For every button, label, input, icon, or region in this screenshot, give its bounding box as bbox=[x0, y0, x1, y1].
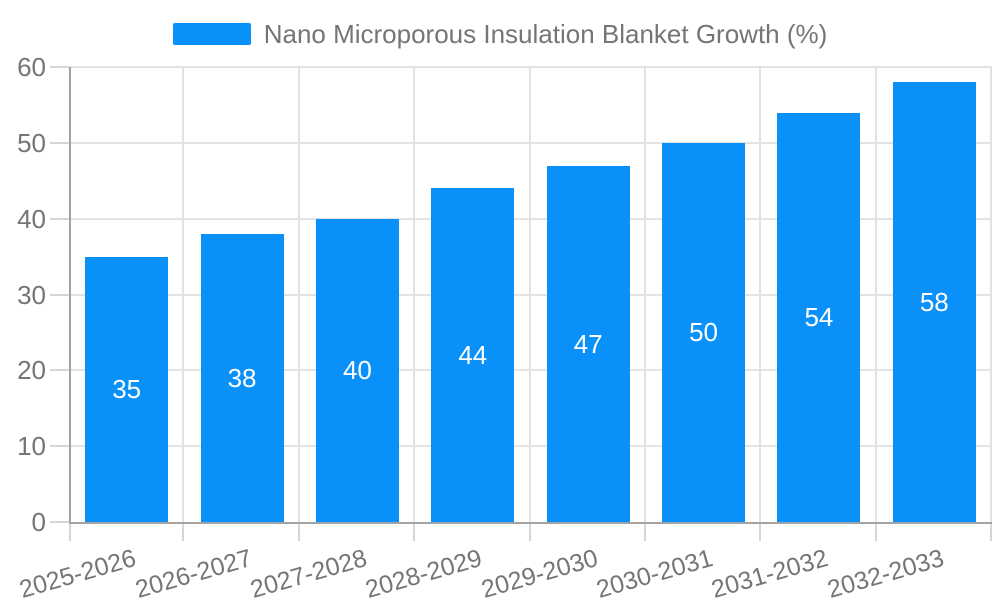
bar[interactable] bbox=[662, 142, 746, 522]
bar-value-label: 50 bbox=[689, 317, 719, 348]
x-axis-tick-label: 2032-2033 bbox=[824, 544, 947, 600]
gridline-horizontal bbox=[69, 141, 992, 144]
y-axis-tick bbox=[50, 141, 69, 144]
x-axis-tick bbox=[413, 524, 416, 541]
x-axis-tick-label: 2027-2028 bbox=[247, 544, 370, 600]
x-axis-tick bbox=[874, 524, 877, 541]
gridline-vertical bbox=[297, 67, 300, 522]
x-axis-tick-label: 2028-2029 bbox=[362, 544, 486, 600]
gridline-vertical bbox=[759, 67, 762, 522]
legend-swatch bbox=[172, 23, 251, 45]
y-axis-tick-label: 30 bbox=[17, 279, 46, 310]
gridline-vertical bbox=[990, 67, 992, 522]
y-axis-tick bbox=[50, 369, 69, 372]
y-axis-tick-label: 40 bbox=[17, 203, 46, 234]
gridline-vertical bbox=[528, 67, 531, 522]
y-axis-tick-label: 20 bbox=[17, 355, 46, 386]
x-axis-tick-label: 2029-2030 bbox=[477, 544, 601, 600]
y-axis-tick-label: 0 bbox=[31, 507, 46, 537]
x-axis-tick-label: 2031-2032 bbox=[708, 544, 832, 600]
bar[interactable] bbox=[200, 233, 284, 522]
gridline-vertical bbox=[182, 67, 185, 522]
bar[interactable] bbox=[315, 218, 399, 522]
x-axis-tick bbox=[528, 524, 531, 541]
y-axis-tick bbox=[50, 521, 69, 523]
bar-value-label: 35 bbox=[112, 374, 142, 405]
y-axis-tick bbox=[50, 217, 69, 220]
y-axis-tick-label: 60 bbox=[17, 52, 46, 82]
x-axis-line bbox=[69, 522, 992, 524]
bar-value-label: 40 bbox=[342, 355, 372, 386]
y-axis-tick bbox=[50, 66, 69, 68]
y-axis-tick bbox=[50, 293, 69, 296]
x-axis-tick bbox=[297, 524, 300, 541]
gridline-vertical bbox=[413, 67, 416, 522]
x-axis-tick bbox=[759, 524, 762, 541]
bar-value-label: 38 bbox=[227, 362, 257, 393]
gridline-horizontal bbox=[69, 217, 992, 220]
x-axis-tick bbox=[643, 524, 646, 541]
x-axis-tick bbox=[69, 524, 71, 541]
gridline-horizontal bbox=[69, 293, 992, 296]
bar[interactable] bbox=[85, 256, 169, 522]
y-axis-tick-label: 10 bbox=[17, 431, 46, 462]
y-axis-line bbox=[69, 67, 71, 523]
x-axis-tick bbox=[990, 524, 992, 541]
gridline-vertical bbox=[874, 67, 877, 522]
y-axis-tick bbox=[50, 445, 69, 448]
gridline-horizontal bbox=[69, 369, 992, 372]
bar[interactable] bbox=[546, 165, 630, 522]
bar[interactable] bbox=[431, 188, 515, 522]
x-axis-tick bbox=[182, 524, 185, 541]
gridline-horizontal bbox=[69, 445, 992, 448]
bar-value-label: 54 bbox=[804, 302, 834, 333]
gridline-horizontal bbox=[69, 66, 992, 68]
bar-value-label: 44 bbox=[458, 340, 488, 371]
plot-area: 0 10 20 30 40 50 60 35 2025-2026 38 2026-2027 40 202… bbox=[16, 54, 992, 600]
legend-label: Nano Microporous Insulation Blanket Grow… bbox=[263, 19, 828, 49]
bar-value-label: 47 bbox=[573, 328, 603, 359]
bar[interactable] bbox=[777, 112, 861, 522]
x-axis-tick-label: 2030-2031 bbox=[593, 544, 717, 600]
bar-value-label: 58 bbox=[919, 287, 949, 318]
y-axis-tick-label: 50 bbox=[17, 127, 46, 158]
bar[interactable] bbox=[892, 82, 976, 522]
legend[interactable]: Nano Microporous Insulation Blanket Grow… bbox=[0, 21, 1000, 47]
gridline-vertical bbox=[643, 67, 646, 522]
x-axis-tick-label: 2025-2026 bbox=[16, 544, 140, 600]
x-axis-tick-label: 2026-2027 bbox=[131, 544, 255, 600]
